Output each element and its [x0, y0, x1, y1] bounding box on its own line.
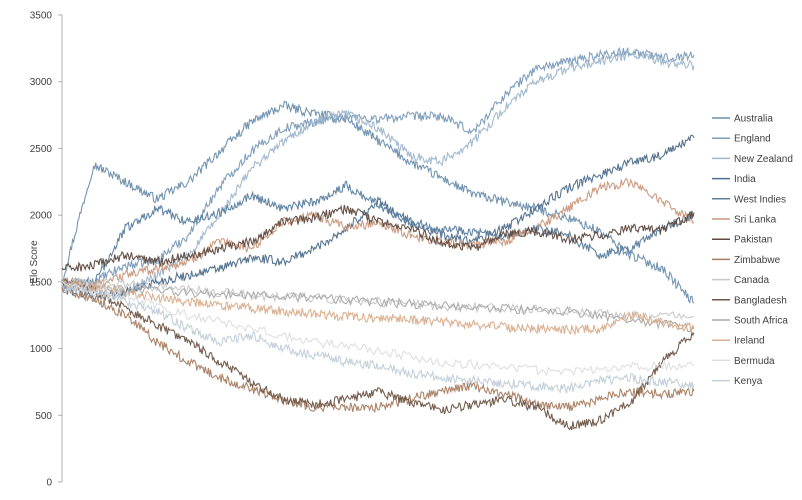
y-tick-label: 0 [46, 478, 52, 489]
legend-item-pakistan: Pakistan [712, 235, 772, 246]
legend-item-ireland: Ireland [712, 336, 765, 347]
legend-label: Canada [734, 275, 769, 286]
legend-label: Pakistan [734, 235, 772, 246]
legend-item-england: England [712, 134, 771, 145]
legend-item-kenya: Kenya [712, 376, 763, 387]
y-tick-label: 3500 [30, 11, 53, 22]
y-tick-label: 1000 [30, 344, 53, 355]
legend-item-west-indies: West Indies [712, 194, 786, 205]
series-line-australia [61, 100, 695, 304]
legend-item-australia: Australia [712, 114, 773, 125]
series-line-bermuda [61, 280, 695, 377]
series-line-sri-lanka [61, 177, 695, 289]
y-tick-label: 2500 [30, 144, 53, 155]
series-lines [61, 46, 695, 431]
series-line-pakistan [61, 204, 695, 272]
y-axis-label: Elo Score [29, 240, 40, 284]
legend-item-canada: Canada [712, 275, 769, 286]
legend-item-india: India [712, 174, 756, 185]
legend-item-bermuda: Bermuda [712, 356, 775, 367]
legend-item-zimbabwe: Zimbabwe [712, 255, 781, 266]
series-line-ireland [61, 280, 695, 336]
y-tick-label: 1500 [30, 277, 53, 288]
legend-item-sri-lanka: Sri Lanka [712, 215, 777, 226]
legend-label: Sri Lanka [734, 215, 777, 226]
legend-label: Australia [734, 114, 773, 125]
legend-item-bangladesh: Bangladesh [712, 295, 787, 306]
y-tick-label: 2000 [30, 211, 53, 222]
series-line-west-indies [61, 180, 695, 290]
legend-label: India [734, 174, 756, 185]
y-tick-label: 500 [35, 411, 52, 422]
series-line-india [61, 134, 695, 303]
series-line-south-africa [61, 280, 695, 333]
y-tick-label: 3000 [30, 77, 53, 88]
series-line-zimbabwe [61, 287, 695, 414]
legend-item-new-zealand: New Zealand [712, 154, 793, 165]
legend-label: Bangladesh [734, 295, 787, 306]
series-line-kenya [61, 282, 695, 394]
y-axis: 0 500 1000 1500 2000 2500 3000 3500 [30, 11, 63, 489]
legend-label: Zimbabwe [734, 255, 781, 266]
legend-label: Bermuda [734, 356, 775, 367]
series-line-bangladesh [61, 277, 695, 431]
legend-label: South Africa [734, 316, 788, 327]
legend-label: New Zealand [734, 154, 793, 165]
legend-label: West Indies [734, 194, 786, 205]
legend-label: Kenya [734, 376, 763, 387]
legend-label: England [734, 134, 771, 145]
legend-label: Ireland [734, 336, 765, 347]
legend: Australia England New Zealand India West Ind… [712, 114, 793, 387]
legend-item-south-africa: South Africa [712, 316, 788, 327]
